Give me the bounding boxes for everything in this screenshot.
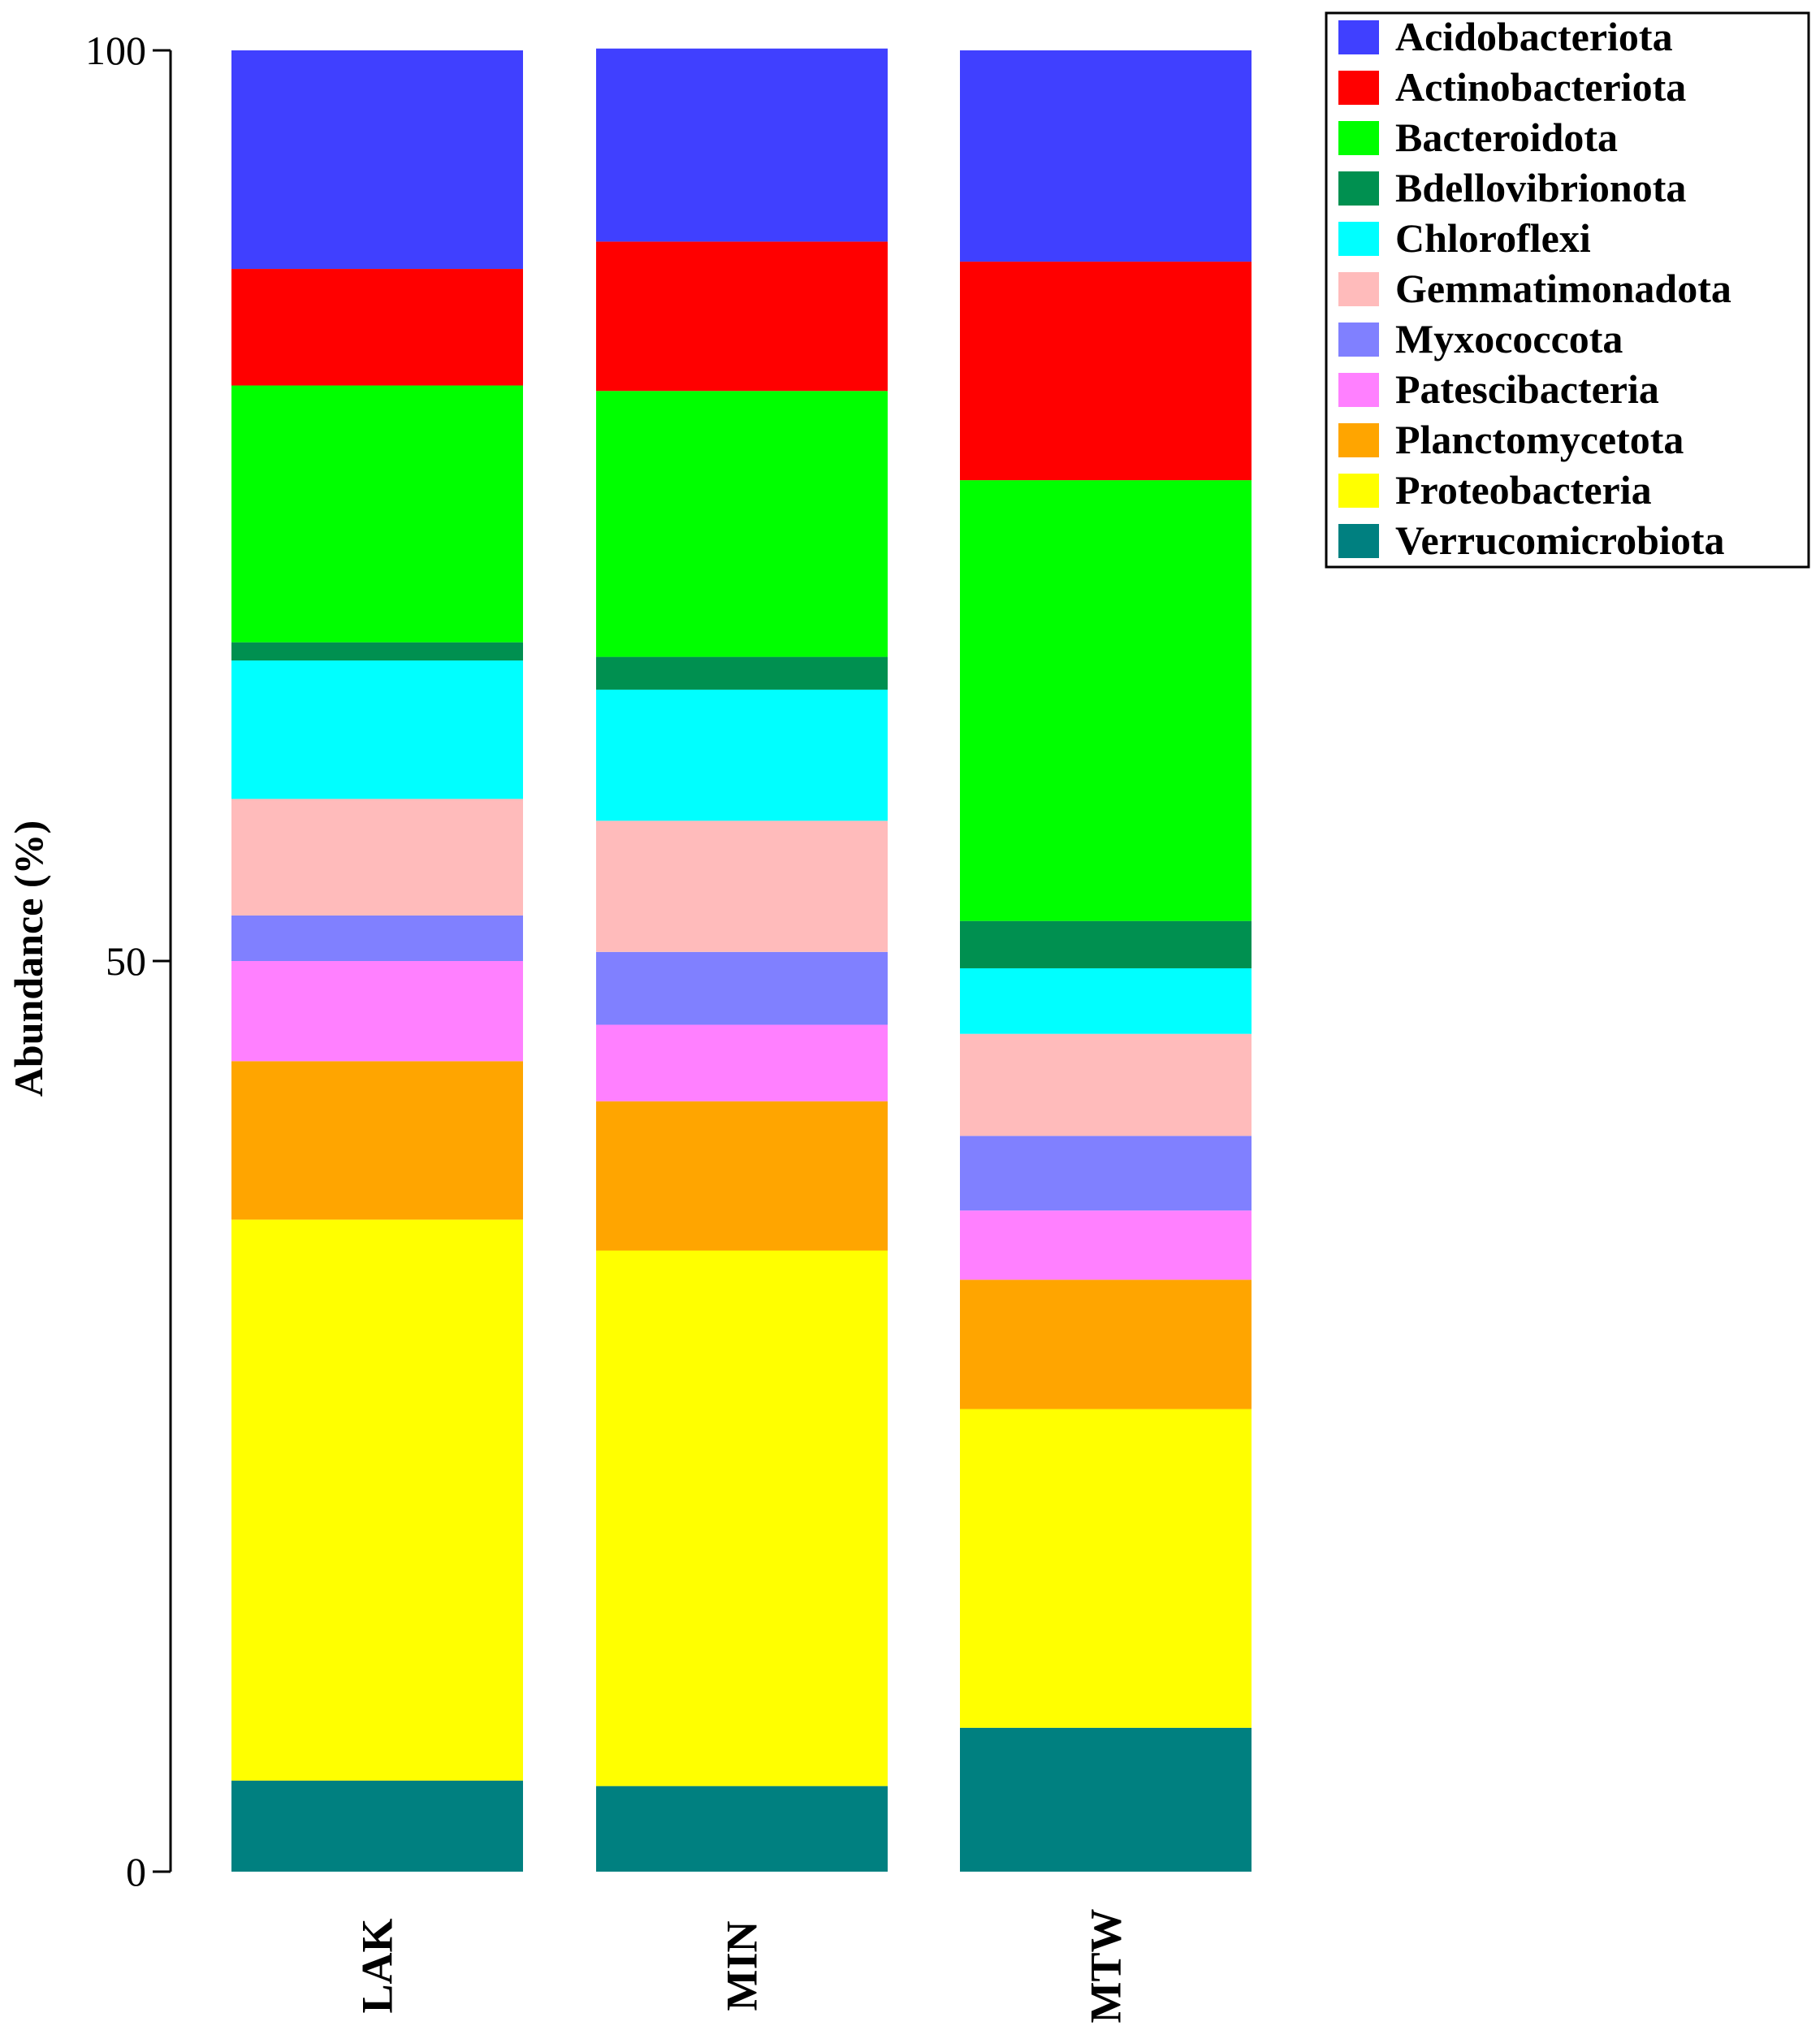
legend-label-planctomycetota: Planctomycetota <box>1395 417 1684 462</box>
legend-swatch-proteobacteria <box>1338 474 1379 508</box>
legend-label-gemmatimonadota: Gemmatimonadota <box>1395 266 1731 311</box>
bar-segment-min-planctomycetota <box>596 1101 888 1251</box>
bar-segment-min-patescibacteria <box>596 1024 888 1102</box>
bars-layer <box>231 48 1252 1872</box>
bar-segment-lak-myxococcota <box>231 915 523 961</box>
bar-segment-min-myxococcota <box>596 951 888 1025</box>
legend-label-proteobacteria: Proteobacteria <box>1395 467 1652 513</box>
legend-swatch-verrucomicrobiota <box>1338 524 1379 558</box>
legend: Acidobacteriota Actinobacteriota Bacteroid… <box>1325 11 1810 569</box>
y-tick-label: 50 <box>106 938 146 984</box>
bar-segment-min-acidobacteriota <box>596 48 888 242</box>
category-label-lak: LAK <box>353 1918 402 2013</box>
legend-swatch-gemmatimonadota <box>1338 272 1379 306</box>
bar-segment-lak-gemmatimonadota <box>231 799 523 916</box>
legend-label-actinobacteriota: Actinobacteriota <box>1395 64 1686 110</box>
legend-label-myxococcota: Myxococcota <box>1395 316 1623 361</box>
category-label-mtw: MTW <box>1082 1909 1130 2024</box>
legend-swatch-chloroflexi <box>1338 222 1379 256</box>
legend-box <box>1325 11 1810 569</box>
bar-segment-mtw-gemmatimonadota <box>960 1033 1252 1136</box>
legend-label-bacteroidota: Bacteroidota <box>1395 115 1618 160</box>
y-ticks: 0 50 100 <box>85 28 171 1894</box>
bar-segment-mtw-myxococcota <box>960 1136 1252 1211</box>
legend-swatch-bdellovibrionota <box>1338 171 1379 206</box>
bar-segment-min-verrucomicrobiota <box>596 1786 888 1872</box>
bar-segment-lak-acidobacteriota <box>231 50 523 270</box>
legend-swatch-acidobacteriota <box>1338 20 1379 54</box>
legend-swatch-actinobacteriota <box>1338 71 1379 105</box>
category-label-min: MIN <box>718 1921 767 2011</box>
bar-segment-min-bdellovibrionota <box>596 656 888 690</box>
legend-label-acidobacteriota: Acidobacteriota <box>1395 14 1673 59</box>
bar-segment-min-gemmatimonadota <box>596 820 888 952</box>
bar-segment-mtw-planctomycetota <box>960 1279 1252 1409</box>
legend-swatch-planctomycetota <box>1338 423 1379 457</box>
bar-segment-min-proteobacteria <box>596 1250 888 1786</box>
bar-segment-mtw-verrucomicrobiota <box>960 1727 1252 1872</box>
bar-segment-lak-actinobacteriota <box>231 269 523 386</box>
bar-segment-lak-bacteroidota <box>231 385 523 643</box>
bar-segment-mtw-chloroflexi <box>960 968 1252 1034</box>
bar-segment-lak-proteobacteria <box>231 1219 523 1781</box>
bar-segment-lak-bdellovibrionota <box>231 642 523 661</box>
bar-segment-mtw-acidobacteriota <box>960 50 1252 262</box>
bar-segment-min-chloroflexi <box>596 689 888 821</box>
legend-label-bdellovibrionota: Bdellovibrionota <box>1395 165 1686 210</box>
bar-segment-lak-verrucomicrobiota <box>231 1780 523 1872</box>
legend-label-chloroflexi: Chloroflexi <box>1395 215 1591 261</box>
bar-segment-min-actinobacteriota <box>596 241 888 392</box>
legend-label-verrucomicrobiota: Verrucomicrobiota <box>1395 517 1724 563</box>
legend-swatch-patescibacteria <box>1338 373 1379 407</box>
bar-segment-mtw-bdellovibrionota <box>960 920 1252 968</box>
bar-segment-mtw-proteobacteria <box>960 1409 1252 1728</box>
bar-segment-min-bacteroidota <box>596 391 888 657</box>
y-axis-title: Abundance (%) <box>6 820 51 1097</box>
legend-swatch-myxococcota <box>1338 323 1379 357</box>
bar-segment-mtw-actinobacteriota <box>960 262 1252 481</box>
legend-label-patescibacteria: Patescibacteria <box>1395 366 1659 412</box>
bar-segment-lak-patescibacteria <box>231 961 523 1062</box>
bar-segment-lak-chloroflexi <box>231 660 523 799</box>
y-tick-label: 0 <box>126 1849 146 1894</box>
y-tick-label: 100 <box>85 28 146 73</box>
legend-swatch-bacteroidota <box>1338 121 1379 155</box>
category-labels: LAK MIN MTW <box>353 1909 1130 2024</box>
bar-segment-mtw-bacteroidota <box>960 480 1252 921</box>
bar-segment-lak-planctomycetota <box>231 1061 523 1220</box>
bar-segment-mtw-patescibacteria <box>960 1210 1252 1280</box>
